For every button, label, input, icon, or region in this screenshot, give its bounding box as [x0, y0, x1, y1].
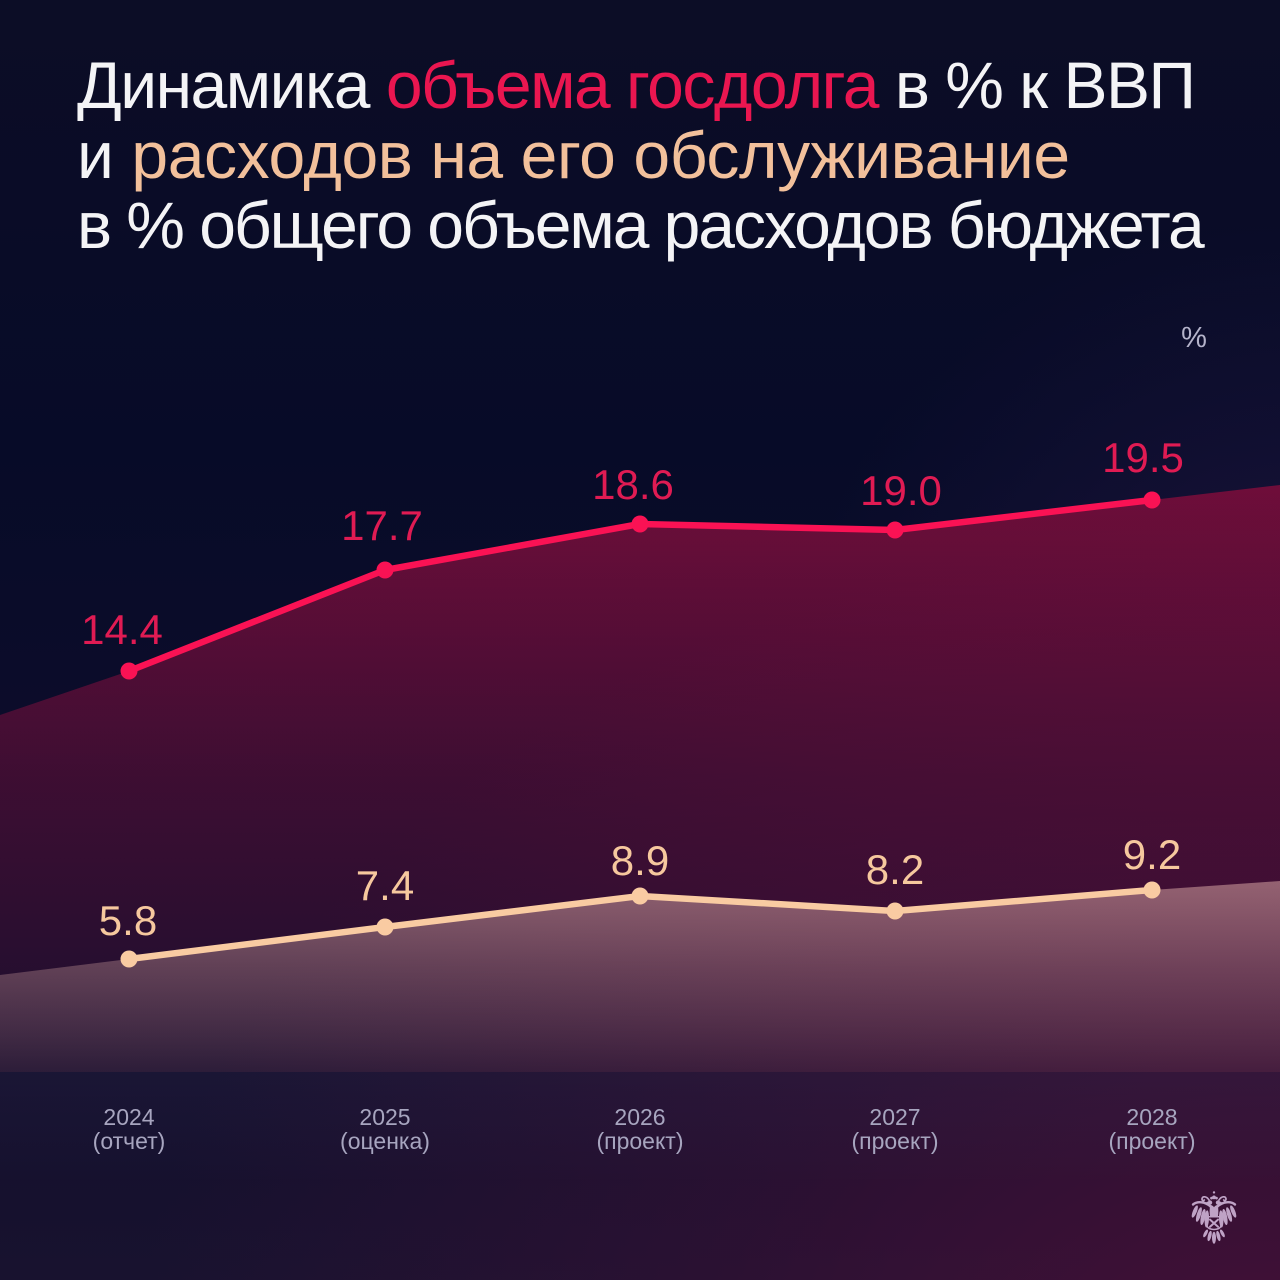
svg-text:2028: 2028	[1126, 1104, 1177, 1130]
svg-text:%: %	[1181, 322, 1207, 354]
svg-text:в % общего объема расходов бюд: в % общего объема расходов бюджета	[77, 188, 1205, 262]
svg-text:(проект): (проект)	[851, 1128, 938, 1154]
svg-text:2027: 2027	[869, 1104, 920, 1130]
svg-text:8.2: 8.2	[866, 846, 924, 893]
svg-text:8.9: 8.9	[611, 837, 669, 884]
svg-text:2024: 2024	[103, 1104, 154, 1130]
svg-text:19.0: 19.0	[860, 467, 942, 514]
svg-text:(оценка): (оценка)	[340, 1128, 430, 1154]
svg-text:19.5: 19.5	[1102, 434, 1184, 481]
svg-text:14.4: 14.4	[81, 606, 163, 653]
svg-text:5.8: 5.8	[99, 897, 157, 944]
svg-text:и расходов на его обслуживание: и расходов на его обслуживание	[77, 118, 1070, 192]
svg-text:Динамика объема госдолга в % к: Динамика объема госдолга в % к ВВП	[77, 48, 1194, 122]
svg-text:2025: 2025	[359, 1104, 410, 1130]
svg-text:(проект): (проект)	[596, 1128, 683, 1154]
svg-text:7.4: 7.4	[356, 862, 414, 909]
svg-text:2026: 2026	[614, 1104, 665, 1130]
svg-text:18.6: 18.6	[592, 461, 674, 508]
svg-text:(проект): (проект)	[1108, 1128, 1195, 1154]
svg-text:9.2: 9.2	[1123, 831, 1181, 878]
svg-text:(отчет): (отчет)	[93, 1128, 166, 1154]
svg-text:17.7: 17.7	[341, 502, 423, 549]
